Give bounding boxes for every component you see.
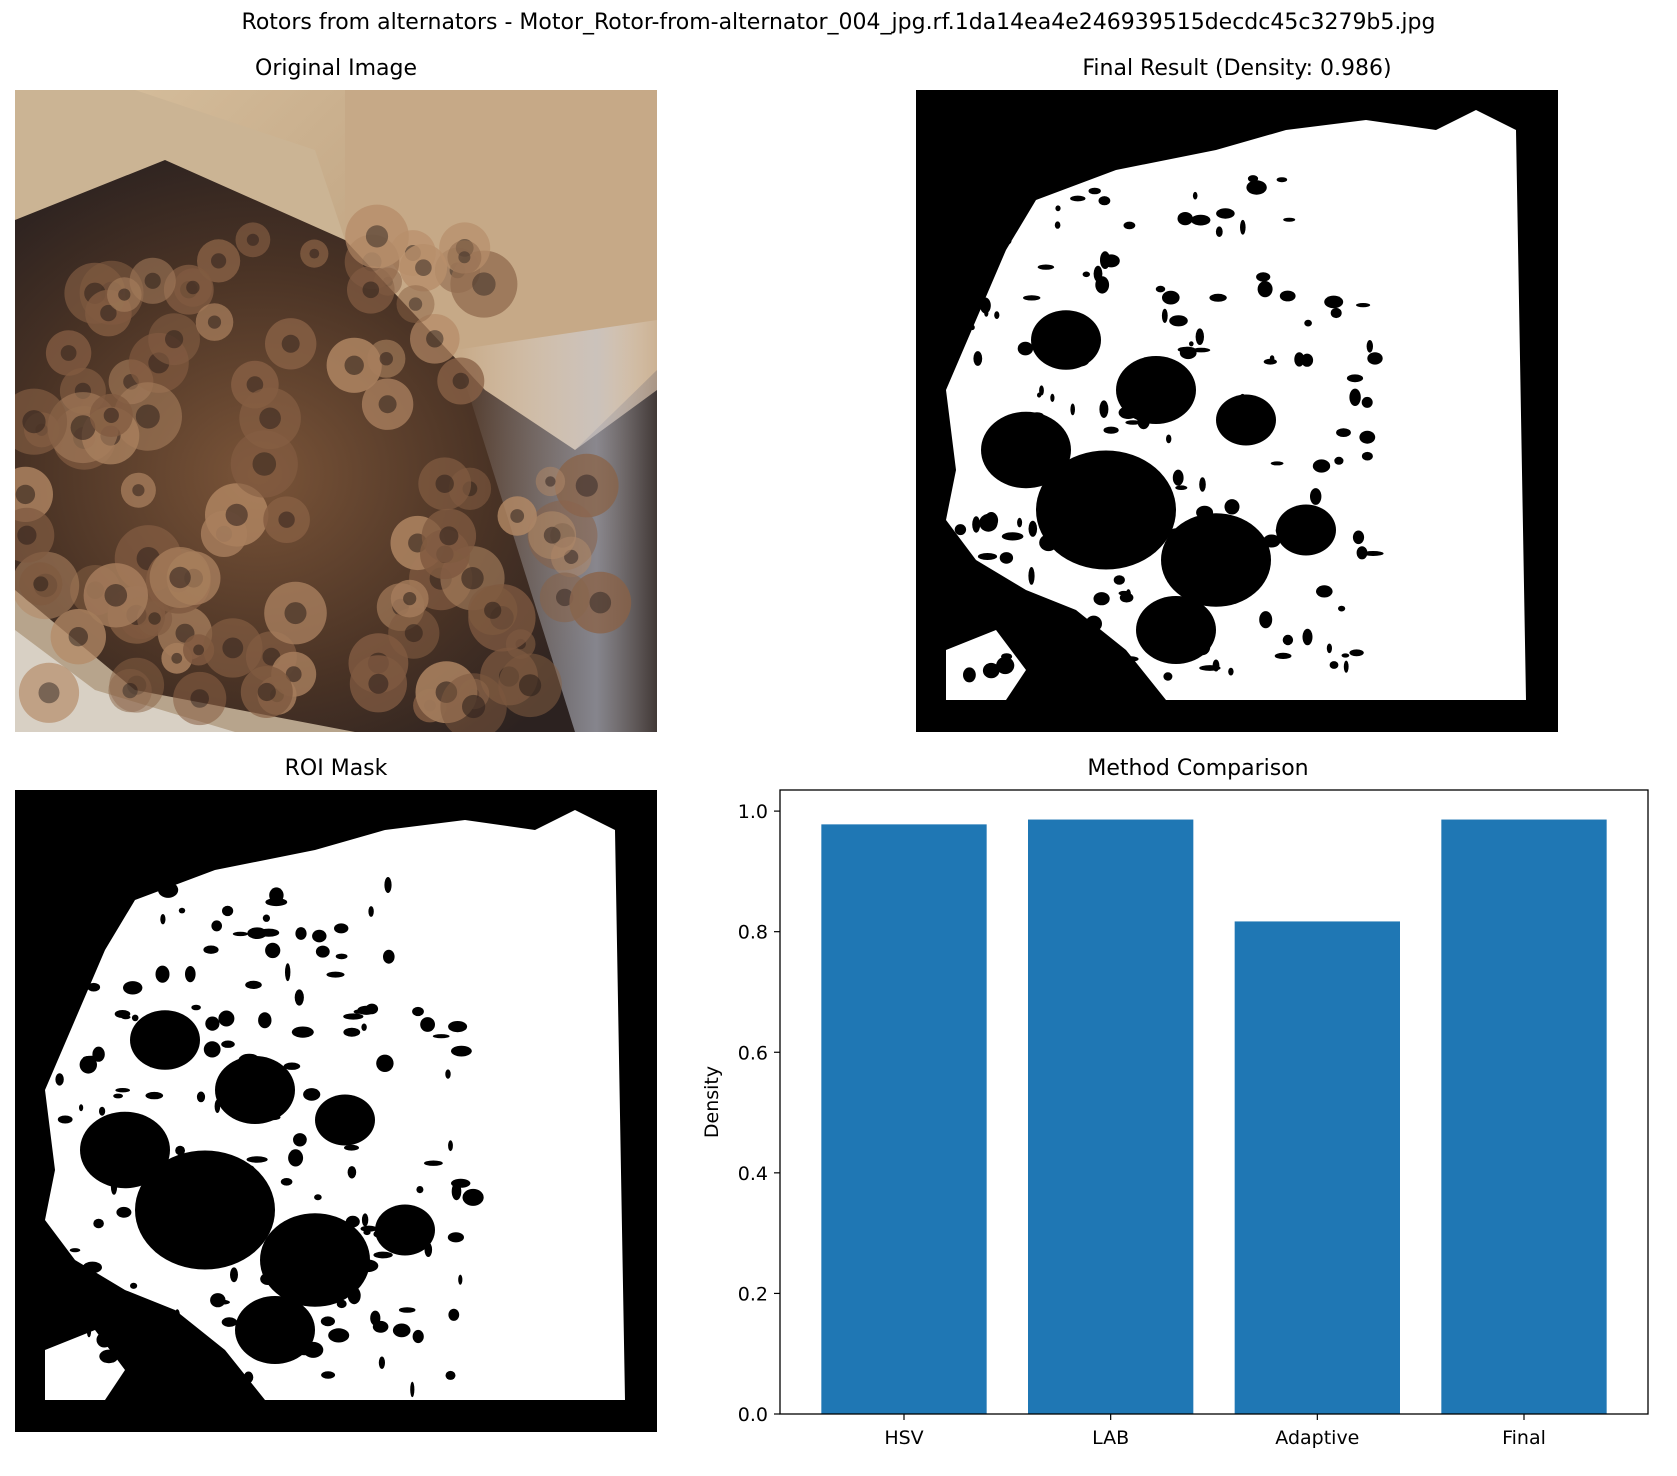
plot-frame	[779, 789, 1649, 1415]
bar-hsv	[821, 824, 987, 1414]
y-tick-label: 0.4	[738, 1163, 768, 1185]
final-result-mask	[916, 90, 1558, 732]
bar-lab	[1028, 819, 1194, 1414]
y-tick-label: 0.2	[738, 1283, 768, 1305]
y-tick-label: 1.0	[738, 801, 768, 823]
method-comparison-chart: HSV LAB Adaptive Final 0.0 0.2 0.4 0.6 0.8 1.0 Den…	[701, 789, 1649, 1449]
bar-final	[1441, 819, 1607, 1414]
rotor-pile-pattern	[15, 204, 632, 732]
y-tick-label: 0.0	[738, 1404, 768, 1426]
roi-mask-title: ROI Mask	[284, 756, 388, 781]
original-image-title: Original Image	[255, 56, 417, 81]
figure-suptitle: Rotors from alternators - Motor_Rotor-fr…	[241, 10, 1436, 35]
y-axis-label: Density	[701, 1066, 723, 1138]
x-tick-label: HSV	[884, 1427, 923, 1449]
final-result-title: Final Result (Density: 0.986)	[1082, 56, 1392, 81]
x-tick-label: LAB	[1092, 1427, 1129, 1449]
bar-adaptive	[1234, 921, 1400, 1414]
y-tick-label: 0.6	[738, 1042, 768, 1064]
original-image	[15, 90, 657, 732]
y-tick-label: 0.8	[738, 922, 768, 944]
method-comparison-title: Method Comparison	[1087, 756, 1309, 781]
x-tick-label: Adaptive	[1275, 1427, 1359, 1449]
roi-mask	[15, 790, 657, 1432]
x-tick-label: Final	[1502, 1427, 1546, 1449]
